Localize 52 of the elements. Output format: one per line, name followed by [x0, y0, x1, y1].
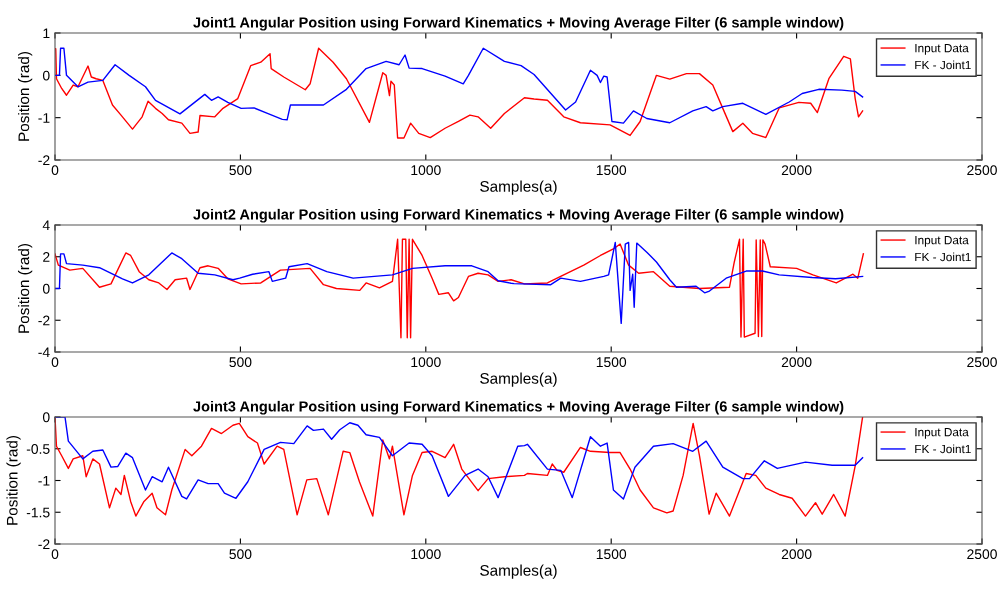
- y-tick-label: -1: [38, 475, 50, 486]
- x-tick-label: 2000: [781, 357, 812, 368]
- x-tick-label: 1000: [411, 549, 441, 560]
- line-series: [55, 238, 865, 339]
- legend-label: FK - Joint1: [915, 252, 971, 262]
- x-tick-label: 1000: [411, 357, 441, 368]
- y-axis-title: Position (rad): [17, 244, 33, 333]
- y-axis-title: Position (rad): [6, 436, 21, 525]
- x-tick-label: 1000: [411, 165, 441, 176]
- y-tick-label: 1: [43, 28, 50, 39]
- chart-title: Joint2 Angular Position using Forward Kinematics + Moving Average Filter (6 sample window): [193, 208, 844, 223]
- line-series: [55, 241, 864, 325]
- y-axis-title: Position (rad): [17, 52, 33, 141]
- legend-label: Input Data: [915, 428, 969, 439]
- y-tick-label: 4: [42, 220, 50, 231]
- y-tick-label: 2: [43, 252, 50, 262]
- x-tick-label: 0: [51, 357, 59, 368]
- legend-label: Input Data: [915, 236, 969, 247]
- x-tick-label: 500: [229, 549, 252, 560]
- chart-title: Joint3 Angular Position using Forward Kinematics + Moving Average Filter (6 sample window): [193, 400, 844, 415]
- y-tick-label: 0: [42, 412, 50, 423]
- y-tick-label: -2: [38, 155, 50, 166]
- y-tick-label: -1: [38, 113, 50, 123]
- legend-label: FK - Joint1: [915, 60, 971, 70]
- x-axis-title: Samples(a): [480, 180, 557, 195]
- x-tick-label: 1500: [596, 165, 627, 176]
- legend-label: Input Data: [915, 44, 969, 55]
- x-tick-label: 2500: [967, 357, 997, 368]
- x-tick-label: 1500: [596, 549, 627, 560]
- y-tick-label: -2: [38, 539, 50, 550]
- line-series: [55, 417, 864, 517]
- y-tick-label: -4: [38, 347, 50, 358]
- x-tick-label: 0: [51, 549, 59, 560]
- x-tick-label: 2000: [781, 549, 812, 560]
- x-tick-label: 1500: [596, 357, 627, 368]
- y-tick-label: -1.5: [26, 507, 50, 518]
- y-tick-label: -0.5: [26, 444, 50, 454]
- y-tick-label: 0: [42, 70, 50, 81]
- legend-label: FK - Joint1: [915, 444, 971, 454]
- y-tick-label: 0: [42, 283, 50, 294]
- chart-title: Joint1 Angular Position using Forward Kinematics + Moving Average Filter (6 sample window): [193, 16, 844, 31]
- x-tick-label: 2500: [967, 165, 997, 176]
- x-tick-label: 500: [229, 357, 252, 368]
- line-series: [55, 47, 864, 124]
- x-tick-label: 0: [51, 165, 59, 176]
- line-series: [55, 47, 864, 139]
- x-tick-label: 2500: [967, 549, 997, 560]
- x-axis-title: Samples(a): [480, 372, 557, 387]
- x-tick-label: 500: [229, 165, 252, 176]
- x-axis-title: Samples(a): [480, 564, 557, 579]
- y-tick-label: -2: [38, 315, 50, 326]
- x-tick-label: 2000: [781, 165, 812, 176]
